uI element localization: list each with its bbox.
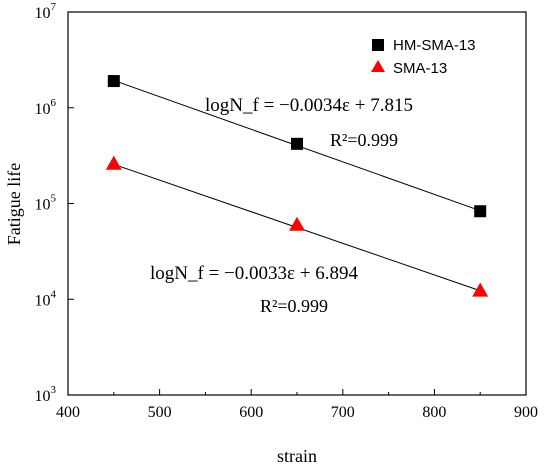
x-axis-title: strain (277, 446, 317, 466)
plot-frame (67, 11, 527, 396)
y-tick-label: 103 (35, 384, 57, 405)
fit-r2-hm-sma-13: R²=0.999 (330, 130, 398, 150)
data-point-sma-13 (105, 155, 122, 170)
legend: HM-SMA-13 SMA-13 (371, 37, 476, 77)
x-tick-label: 600 (239, 404, 263, 421)
x-tick-label: 700 (331, 404, 355, 421)
fit-equation-sma-13: logN_f = −0.0033ε + 6.894 (150, 263, 358, 284)
legend-marker-sma-13 (371, 60, 385, 72)
fit-equation-hm-sma-13: logN_f = −0.0034ε + 7.815 (205, 95, 413, 116)
x-tick-label: 500 (148, 404, 172, 421)
data-point-sma-13 (472, 282, 489, 297)
legend-label-sma-13: SMA-13 (393, 60, 447, 77)
legend-marker-hm-sma-13 (372, 39, 384, 51)
fit-r2-sma-13: R²=0.999 (260, 296, 328, 316)
data-point-hm-sma-13 (291, 137, 303, 150)
x-tick-label: 800 (422, 404, 446, 421)
legend-label-hm-sma-13: HM-SMA-13 (393, 37, 476, 54)
x-tick-label: 400 (56, 404, 80, 421)
ticks: 400 500 600 700 800 900 103 104 105 106 107 (35, 1, 539, 421)
y-axis-title: Fatigue life (4, 163, 24, 245)
data-point-hm-sma-13 (107, 75, 120, 88)
y-tick-label: 104 (35, 288, 57, 309)
data-points (105, 75, 489, 297)
y-tick-label: 107 (35, 1, 57, 22)
y-tick-label: 106 (35, 97, 57, 118)
y-tick-label: 105 (35, 193, 57, 214)
data-point-hm-sma-13 (474, 205, 487, 218)
x-tick-label: 900 (514, 404, 538, 421)
data-point-sma-13 (289, 216, 305, 231)
